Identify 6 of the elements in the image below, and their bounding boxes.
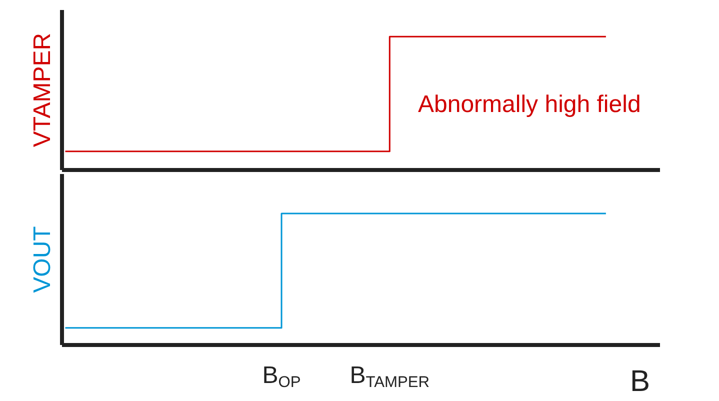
annotation: Abnormally high field	[418, 91, 641, 119]
x-tick-label: B$_{OP}$	[262, 362, 301, 391]
y-axis-title: VOUT	[29, 226, 56, 293]
x-axis-title: B	[630, 365, 650, 398]
x-tick-label: B$_{TAMPER}$	[350, 362, 430, 391]
y-axis-title: VTAMPER	[29, 32, 56, 148]
